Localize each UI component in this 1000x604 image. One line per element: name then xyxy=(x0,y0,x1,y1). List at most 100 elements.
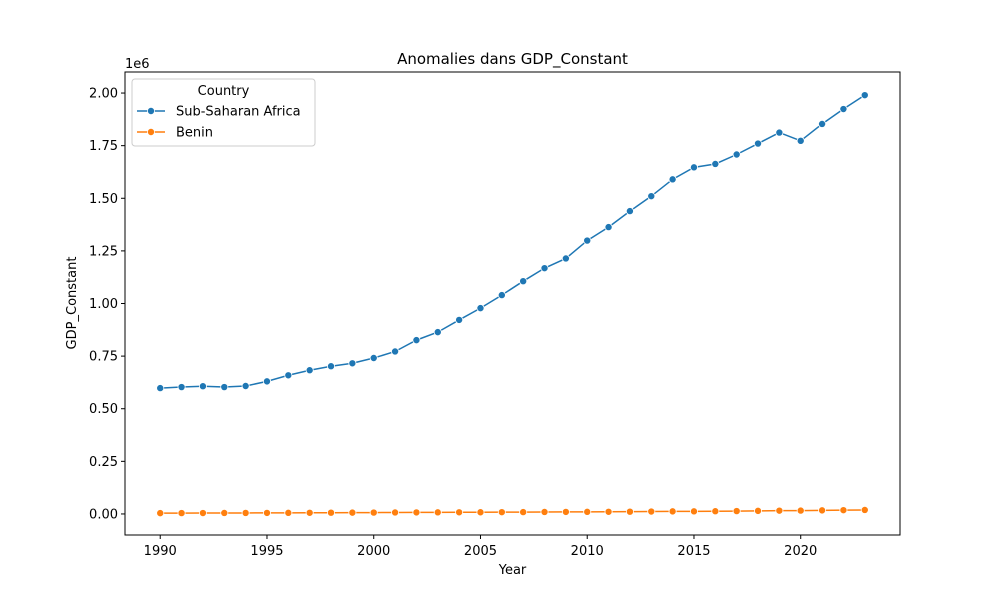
y-tick-label: 1.00 xyxy=(89,297,118,312)
data-point xyxy=(391,508,400,517)
y-tick-label: 1.25 xyxy=(89,244,118,259)
data-point xyxy=(732,507,741,516)
data-point xyxy=(711,159,720,168)
y-tick-label: 2.00 xyxy=(89,87,118,102)
data-point xyxy=(369,354,378,363)
y-tick-label: 0.00 xyxy=(89,507,118,522)
data-point xyxy=(198,509,207,518)
data-point xyxy=(177,383,186,392)
data-point xyxy=(262,508,271,517)
data-point xyxy=(348,508,357,517)
data-point xyxy=(775,128,784,137)
legend-marker xyxy=(146,127,155,136)
series-sub-saharan-africa xyxy=(156,91,869,393)
legend-title: Country xyxy=(198,84,250,99)
data-point xyxy=(198,382,207,391)
data-point xyxy=(156,509,165,518)
data-point xyxy=(476,304,485,313)
x-tick-label: 1995 xyxy=(250,544,283,559)
data-point xyxy=(583,507,592,516)
data-point xyxy=(839,506,848,515)
data-point xyxy=(412,508,421,517)
data-point xyxy=(604,223,613,232)
y-offset-label: 1e6 xyxy=(125,57,150,72)
data-point xyxy=(540,264,549,273)
data-point xyxy=(455,315,464,324)
y-axis-label: GDP_Constant xyxy=(65,257,80,350)
data-point xyxy=(497,291,506,300)
data-point xyxy=(220,383,229,392)
data-point xyxy=(156,384,165,393)
legend-label: Sub-Saharan Africa xyxy=(176,105,301,120)
y-tick-label: 1.50 xyxy=(89,192,118,207)
legend-entries: Sub-Saharan Africa Benin xyxy=(137,105,301,141)
data-point xyxy=(818,119,827,128)
data-point xyxy=(241,508,250,517)
x-tick-label: 2000 xyxy=(357,544,390,559)
data-point xyxy=(561,254,570,263)
data-point xyxy=(647,507,656,516)
data-point xyxy=(689,163,698,172)
series-line xyxy=(160,509,865,514)
data-point xyxy=(476,508,485,517)
data-point xyxy=(433,508,442,517)
data-point xyxy=(284,371,293,380)
x-tick-label: 2015 xyxy=(677,544,710,559)
x-axis-label: Year xyxy=(498,563,527,578)
y-tick-label: 0.25 xyxy=(89,455,118,470)
data-point xyxy=(305,508,314,517)
data-point xyxy=(348,359,357,368)
data-point xyxy=(433,328,442,337)
x-tick-label: 2020 xyxy=(784,544,817,559)
data-point xyxy=(583,236,592,245)
data-point xyxy=(241,381,250,390)
legend-box xyxy=(131,78,316,147)
data-point xyxy=(689,507,698,516)
data-point xyxy=(497,508,506,517)
data-point xyxy=(561,507,570,516)
data-point xyxy=(327,508,336,517)
plot-area-frame xyxy=(124,71,901,536)
data-point xyxy=(519,508,528,517)
data-point xyxy=(668,507,677,516)
data-point xyxy=(625,507,634,516)
y-tick-label: 1.75 xyxy=(89,139,118,154)
data-point xyxy=(668,175,677,184)
y-tick-label: 0.75 xyxy=(89,350,118,365)
y-tick-label: 0.50 xyxy=(89,402,118,417)
data-point xyxy=(796,136,805,145)
data-point xyxy=(860,505,869,514)
data-point xyxy=(455,508,464,517)
legend-marker xyxy=(146,107,155,116)
x-axis-ticks: 1990 1995 2000 2005 2010 2015 2020 xyxy=(144,535,817,559)
data-point xyxy=(369,508,378,517)
data-point xyxy=(754,506,763,515)
data-point xyxy=(177,509,186,518)
chart-title: Anomalies dans GDP_Constant xyxy=(397,50,628,69)
data-point xyxy=(284,508,293,517)
series-line xyxy=(160,94,866,389)
data-point xyxy=(604,507,613,516)
legend: Country Sub-Saharan Africa Benin xyxy=(131,78,316,147)
data-point xyxy=(839,105,848,114)
legend-entry: Benin xyxy=(137,126,213,141)
data-point xyxy=(860,91,869,100)
data-point xyxy=(732,150,741,159)
legend-label: Benin xyxy=(176,126,213,141)
data-point xyxy=(647,192,656,201)
data-point xyxy=(711,507,720,516)
series-layer xyxy=(156,91,869,518)
data-point xyxy=(818,506,827,515)
data-point xyxy=(519,277,528,286)
data-point xyxy=(540,507,549,516)
data-point xyxy=(412,336,421,345)
data-point xyxy=(775,506,784,515)
data-point xyxy=(327,362,336,371)
data-point xyxy=(625,207,634,216)
x-tick-label: 1990 xyxy=(144,544,177,559)
y-axis-ticks: 0.00 0.25 0.50 0.75 1.00 1.25 1.50 1.75 2.00 xyxy=(89,87,125,522)
data-point xyxy=(754,139,763,148)
series-benin xyxy=(156,505,869,518)
